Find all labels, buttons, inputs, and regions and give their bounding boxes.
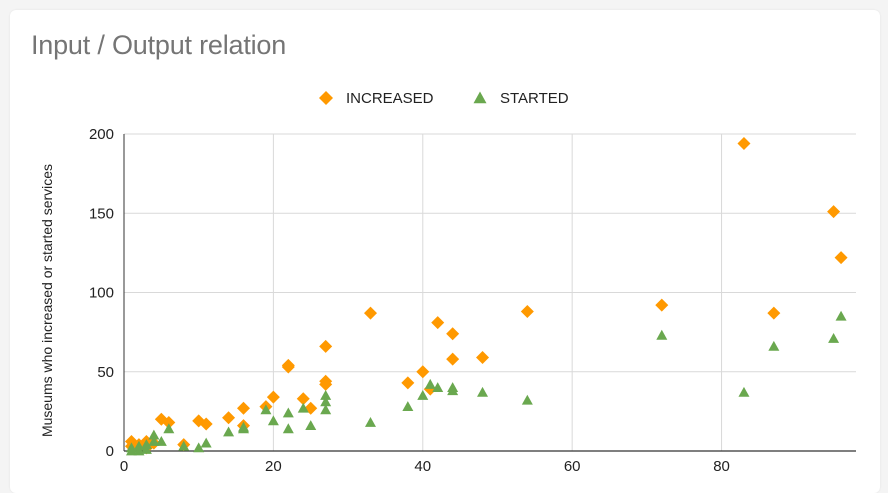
grid-lines	[124, 133, 856, 451]
data-point-started	[193, 442, 205, 453]
data-point-increased	[476, 350, 490, 364]
data-point-increased	[296, 392, 310, 406]
legend-label: INCREASED	[346, 90, 434, 107]
data-point-increased	[655, 298, 669, 312]
data-point-started	[200, 437, 212, 448]
data-point-started	[155, 435, 167, 446]
data-point-started	[320, 390, 332, 400]
y-tick-label: 150	[89, 205, 114, 222]
y-axis-label: Museums who increased or started service…	[39, 164, 55, 437]
data-points	[124, 137, 848, 456]
data-point-started	[364, 416, 376, 427]
data-point-started	[178, 440, 190, 451]
data-point-increased	[446, 352, 460, 366]
data-point-increased	[319, 377, 333, 391]
data-point-started	[656, 329, 668, 340]
data-point-increased	[281, 360, 295, 374]
x-tick-label: 0	[120, 458, 128, 475]
data-point-increased	[363, 306, 377, 320]
tick-labels: 0 50 100 150 200 0 20 40 60 80	[89, 126, 730, 475]
data-point-increased	[834, 251, 848, 265]
data-point-increased	[222, 411, 236, 425]
y-tick-label: 200	[89, 126, 114, 143]
y-tick-label: 0	[106, 443, 114, 460]
chart-card	[10, 10, 880, 493]
y-tick-label: 100	[89, 285, 114, 302]
data-point-started	[297, 402, 309, 413]
data-point-started	[282, 423, 294, 434]
data-point-increased	[266, 390, 280, 404]
data-point-started	[148, 435, 160, 446]
data-point-started	[402, 401, 414, 412]
data-point-started	[223, 426, 235, 437]
data-point-started	[447, 385, 459, 396]
x-tick-label: 60	[564, 458, 581, 475]
data-point-started	[282, 407, 294, 418]
data-point-started	[835, 310, 847, 321]
data-point-increased	[446, 327, 460, 341]
data-point-started	[424, 378, 436, 389]
data-point-started	[432, 382, 444, 392]
data-point-increased	[401, 376, 415, 390]
data-point-started	[238, 421, 250, 432]
data-point-started	[417, 390, 429, 400]
x-tick-label: 40	[414, 458, 431, 475]
data-point-started	[305, 420, 317, 431]
data-point-started	[140, 443, 152, 454]
data-point-increased	[767, 306, 781, 320]
data-point-increased	[520, 305, 534, 319]
axes	[123, 134, 856, 452]
data-point-started	[828, 332, 840, 343]
data-point-started	[260, 404, 272, 415]
data-point-started	[521, 394, 533, 405]
chart-title: Input / Output relation	[31, 30, 287, 60]
data-point-increased	[199, 417, 213, 431]
data-point-increased	[737, 137, 751, 151]
data-point-started	[768, 340, 780, 351]
legend-marker-started	[473, 91, 487, 104]
data-point-started	[148, 429, 160, 440]
data-point-started	[477, 386, 489, 397]
data-point-started	[163, 423, 175, 434]
legend: INCREASED STARTED	[319, 90, 569, 107]
data-point-started	[738, 386, 750, 397]
data-point-increased	[237, 401, 251, 415]
data-point-increased	[431, 316, 445, 330]
data-point-increased	[416, 365, 430, 379]
data-point-increased	[162, 415, 176, 429]
x-tick-label: 20	[265, 458, 282, 475]
y-tick-label: 50	[97, 364, 114, 381]
data-point-increased	[319, 339, 333, 353]
data-point-started	[320, 404, 332, 415]
data-point-increased	[827, 205, 841, 219]
x-tick-label: 80	[713, 458, 730, 475]
data-point-started	[320, 396, 332, 407]
legend-marker-increased	[319, 91, 333, 105]
data-point-started	[125, 445, 137, 456]
legend-label: STARTED	[500, 90, 569, 107]
data-point-started	[267, 415, 279, 426]
